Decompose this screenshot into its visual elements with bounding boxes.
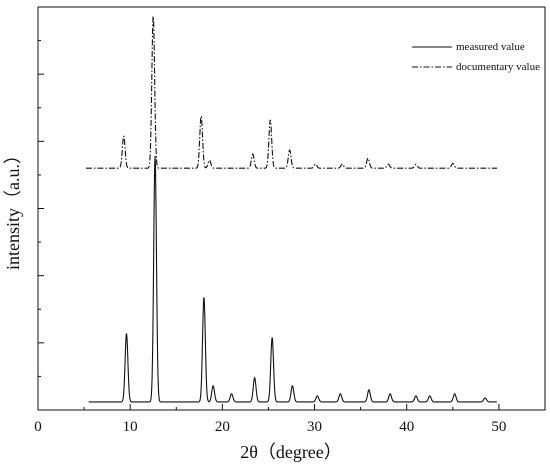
x-tick-label: 10 [123,419,138,435]
x-axis-tick-labels: 0 10 20 30 40 50 [34,419,506,435]
series-line-documentary [85,15,498,169]
y-axis-ticks [38,40,44,377]
series-line-measured [88,156,497,403]
y-axis-title: intensity（a.u.） [3,146,23,270]
legend-label-documentary: documentary value [456,61,540,73]
x-axis-title: 2θ（degree） [240,442,342,462]
x-tick-label: 0 [34,419,42,435]
legend: measured value documentary value [412,41,540,73]
x-tick-label: 30 [307,419,322,435]
series-layer [85,15,498,403]
legend-label-measured: measured value [456,41,525,53]
x-tick-label: 40 [399,419,414,435]
x-tick-label: 50 [491,419,506,435]
x-axis-ticks [37,404,500,410]
x-tick-label: 20 [215,419,230,435]
